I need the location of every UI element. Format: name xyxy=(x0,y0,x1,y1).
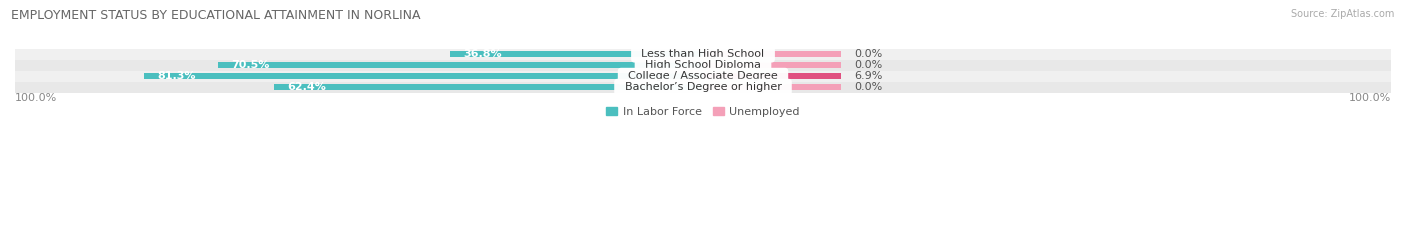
Text: 0.0%: 0.0% xyxy=(855,60,883,70)
Text: 100.0%: 100.0% xyxy=(15,93,58,103)
Text: Bachelor’s Degree or higher: Bachelor’s Degree or higher xyxy=(617,82,789,92)
Text: High School Diploma: High School Diploma xyxy=(638,60,768,70)
Text: College / Associate Degree: College / Associate Degree xyxy=(621,71,785,81)
Bar xyxy=(218,62,703,68)
Text: 6.9%: 6.9% xyxy=(855,71,883,81)
Text: EMPLOYMENT STATUS BY EDUCATIONAL ATTAINMENT IN NORLINA: EMPLOYMENT STATUS BY EDUCATIONAL ATTAINM… xyxy=(11,9,420,22)
Text: 100.0%: 100.0% xyxy=(1348,93,1391,103)
Bar xyxy=(703,73,841,79)
Text: Less than High School: Less than High School xyxy=(634,49,772,59)
Bar xyxy=(15,60,1391,71)
Legend: In Labor Force, Unemployed: In Labor Force, Unemployed xyxy=(606,106,800,117)
Bar xyxy=(15,49,1391,60)
Bar xyxy=(274,84,703,90)
Bar xyxy=(143,73,703,79)
Bar xyxy=(703,51,841,57)
Bar xyxy=(15,71,1391,82)
Text: 0.0%: 0.0% xyxy=(855,82,883,92)
Text: 70.5%: 70.5% xyxy=(232,60,270,70)
Text: 81.3%: 81.3% xyxy=(157,71,195,81)
Bar xyxy=(703,62,841,68)
Text: 62.4%: 62.4% xyxy=(287,82,326,92)
Bar xyxy=(703,84,841,90)
Text: 0.0%: 0.0% xyxy=(855,49,883,59)
Text: 36.8%: 36.8% xyxy=(464,49,502,59)
Bar xyxy=(15,82,1391,93)
Text: Source: ZipAtlas.com: Source: ZipAtlas.com xyxy=(1291,9,1395,19)
Bar xyxy=(450,51,703,57)
